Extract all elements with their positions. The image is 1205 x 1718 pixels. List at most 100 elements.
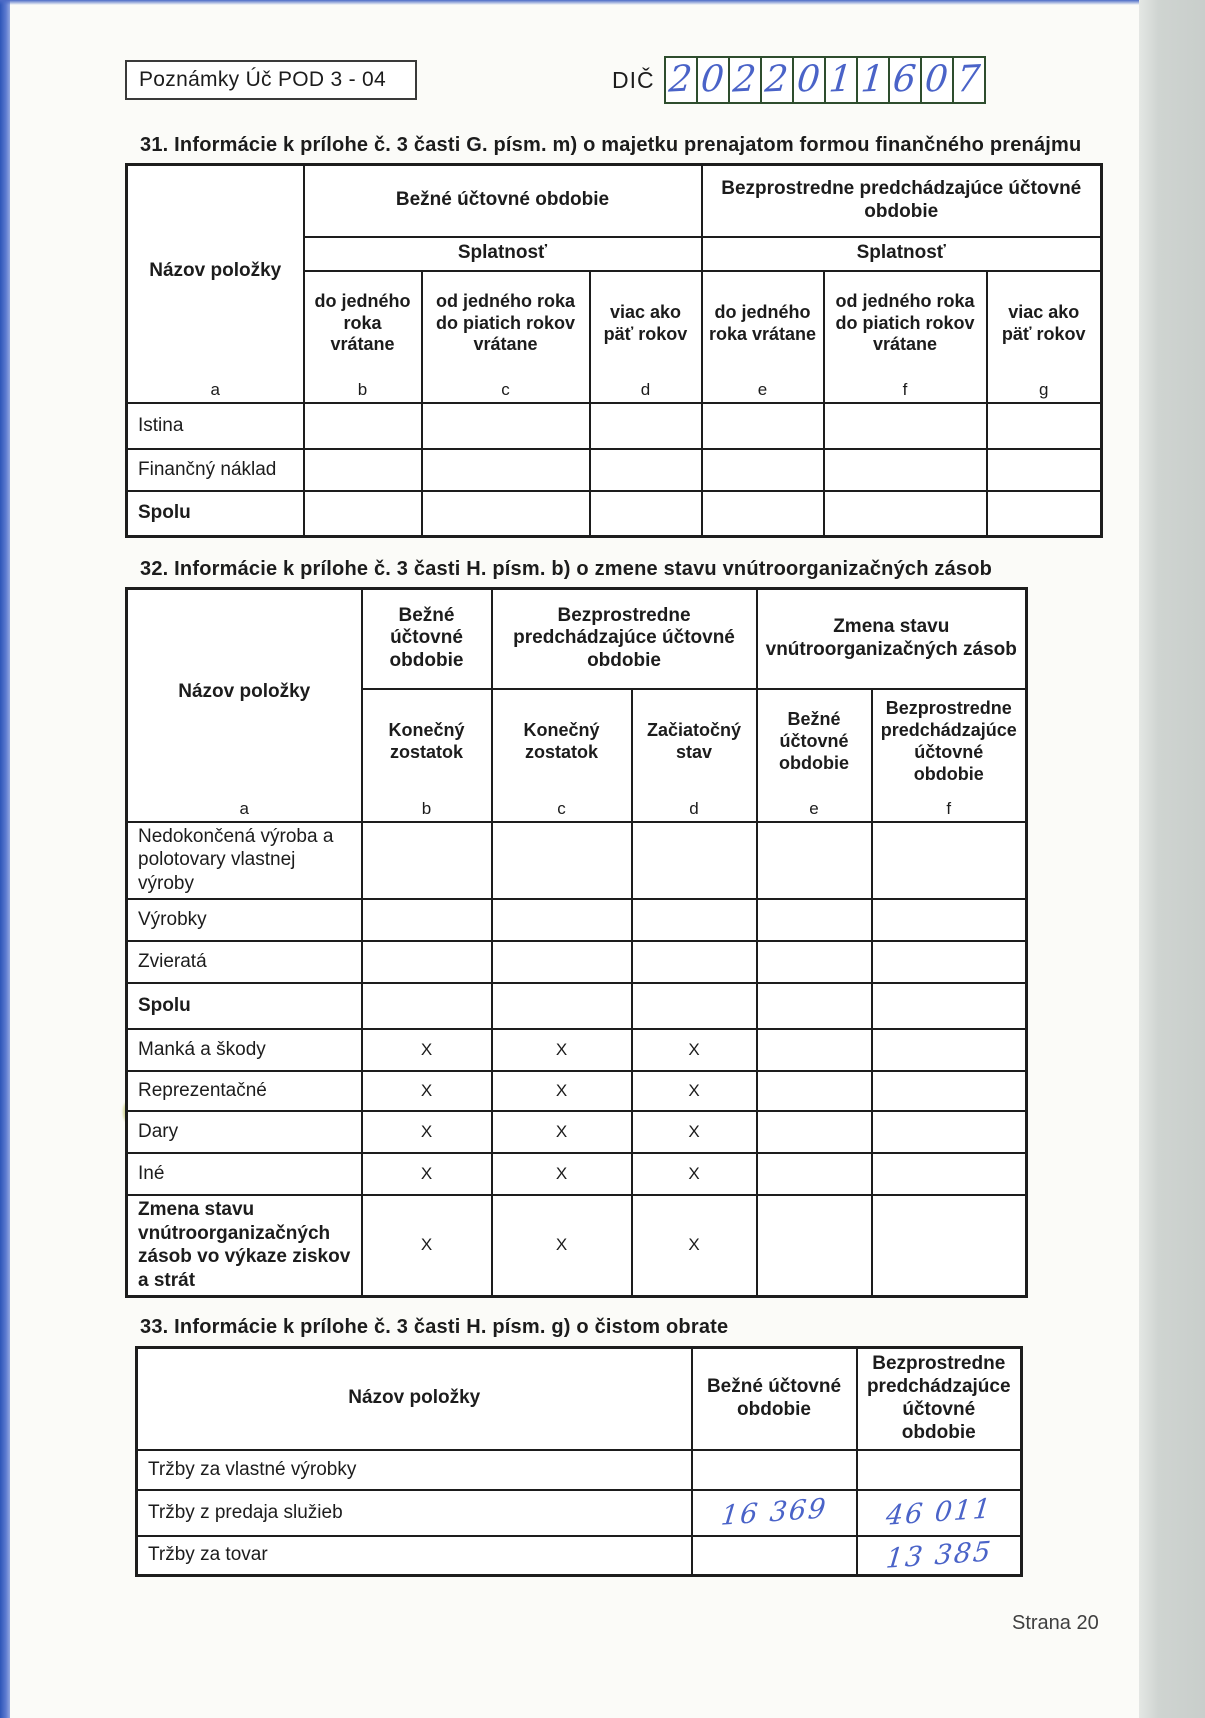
t32-letter-c: c <box>557 798 566 818</box>
t33-row-label: Tržby za tovar <box>135 1534 693 1577</box>
t31-cell <box>985 447 1103 492</box>
t33-cell <box>690 1448 858 1491</box>
t32-cell <box>870 1193 1028 1298</box>
t33-cell <box>855 1448 1023 1491</box>
t32-subcol-b: Konečný zostatok b <box>360 687 493 823</box>
t32-cell: X <box>360 1193 493 1298</box>
t31-letter-g: g <box>1039 379 1049 399</box>
t32-name-col-header: Názov položky a <box>125 587 363 823</box>
t31-cell <box>822 489 988 538</box>
t31-subcol-f: od jedného roka do piatich rokov vrátane… <box>822 269 988 404</box>
t32-cell: X <box>630 1027 758 1072</box>
t33-cell: 16 369 <box>690 1488 858 1537</box>
t32-cell: X <box>360 1151 493 1196</box>
t32-cell <box>360 820 493 900</box>
t32-row-label: Spolu <box>125 981 363 1030</box>
t32-cell <box>755 1069 873 1112</box>
t31-cell <box>420 489 591 538</box>
t31-cell <box>420 447 591 492</box>
t31-cell <box>302 489 423 538</box>
t32-row-label: Dary <box>125 1109 363 1154</box>
t32-cell: X <box>360 1027 493 1072</box>
dic-box: 2 <box>666 58 698 102</box>
t31-subcol-d: viac ako päť rokov d <box>588 269 703 404</box>
t31-name-col-label: Názov položky <box>149 259 282 281</box>
section-33-title: 33. Informácie k prílohe č. 3 časti H. p… <box>140 1316 729 1338</box>
t32-cell: X <box>630 1069 758 1112</box>
t31-cell <box>700 401 825 450</box>
dic-field: DIČ 2 0 2 2 0 1 1 6 0 7 <box>612 56 986 104</box>
t32-letter-a: a <box>239 798 249 818</box>
t32-cell <box>755 939 873 984</box>
t32-cell <box>870 981 1028 1030</box>
dic-digit: 0 <box>795 58 822 101</box>
t31-subcol-c: od jedného roka do piatich rokov vrátane… <box>420 269 591 404</box>
t31-cell <box>302 447 423 492</box>
dic-boxes: 2 0 2 2 0 1 1 6 0 7 <box>663 56 986 104</box>
dic-digit: 0 <box>699 58 726 101</box>
t32-cell: X <box>630 1151 758 1196</box>
t32-row-label: Manká a škody <box>125 1027 363 1072</box>
t32-cell <box>630 897 758 942</box>
t32-cell <box>755 820 873 900</box>
t31-cell <box>822 401 988 450</box>
t32-cell <box>870 897 1028 942</box>
t33-cell <box>690 1534 858 1577</box>
t31-row-label: Spolu <box>125 489 305 538</box>
page-number: Strana 20 <box>1012 1612 1099 1634</box>
t33-row-label: Tržby za vlastné výrobky <box>135 1448 693 1491</box>
t31-letter-f: f <box>902 379 908 399</box>
t31-cell <box>700 447 825 492</box>
t31-cell <box>588 401 703 450</box>
t32-letter-d: d <box>689 798 699 818</box>
table-32: Názov položky a Bežné účtovné obdobie Be… <box>125 587 1029 1298</box>
scan-edge-right-strip <box>1139 0 1205 1718</box>
t32-cell: X <box>490 1069 633 1112</box>
dic-box: 1 <box>858 58 890 102</box>
t32-cell <box>490 897 633 942</box>
form-id-label: Poznámky Úč POD 3 - 04 <box>139 68 387 91</box>
t32-group-current: Bežné účtovné obdobie <box>360 587 493 690</box>
t32-subcol-c: Konečný zostatok c <box>490 687 633 823</box>
t32-cell <box>630 820 758 900</box>
t32-cell <box>490 820 633 900</box>
t31-cell <box>700 489 825 538</box>
dic-box: 0 <box>698 58 730 102</box>
t32-cell: X <box>490 1109 633 1154</box>
t31-row-label: Istina <box>125 401 305 450</box>
form-id-box: Poznámky Úč POD 3 - 04 <box>125 60 417 100</box>
t32-cell <box>360 897 493 942</box>
t32-group-previous: Bezprostredne predchádzajúce účtovné obd… <box>490 587 758 690</box>
t33-col-previous: Bezprostredne predchádzajúce účtovné obd… <box>855 1346 1023 1451</box>
t31-letter-a: a <box>210 379 220 399</box>
t32-cell <box>490 981 633 1030</box>
t32-row-label: Reprezentačné <box>125 1069 363 1112</box>
t32-cell <box>360 981 493 1030</box>
t31-cell <box>588 447 703 492</box>
t31-name-col-header: Názov položky a <box>125 163 305 404</box>
t32-name-col-label: Názov položky <box>178 681 311 703</box>
t31-cell <box>588 489 703 538</box>
t32-row-label: Nedokončená výroba a polotovary vlastnej… <box>125 820 363 900</box>
dic-digit: 2 <box>731 58 758 101</box>
dic-digit: 6 <box>891 58 918 101</box>
t31-cell <box>822 447 988 492</box>
table-33: Názov položky Bežné účtovné obdobie Bezp… <box>135 1346 1023 1577</box>
t32-cell <box>870 1109 1028 1154</box>
t32-cell <box>870 820 1028 900</box>
section-31-title: 31. Informácie k prílohe č. 3 časti G. p… <box>140 134 1082 156</box>
t31-cell <box>985 401 1103 450</box>
t31-subcol-b: do jedného roka vrátane b <box>302 269 423 404</box>
t32-cell <box>755 1151 873 1196</box>
t31-letter-c: c <box>501 379 510 399</box>
t31-group-previous: Bezprostredne predchádzajúce účtovné obd… <box>700 163 1103 238</box>
t32-cell <box>755 1027 873 1072</box>
t31-subcol-e: do jedného roka vrátane e <box>700 269 825 404</box>
t33-name-col-header: Názov položky <box>135 1346 693 1451</box>
t31-cell <box>985 489 1103 538</box>
t32-cell: X <box>360 1109 493 1154</box>
t32-cell <box>360 939 493 984</box>
t32-cell: X <box>630 1109 758 1154</box>
dic-digit: 1 <box>827 58 854 101</box>
t31-subcol-g: viac ako päť rokov g <box>985 269 1103 404</box>
